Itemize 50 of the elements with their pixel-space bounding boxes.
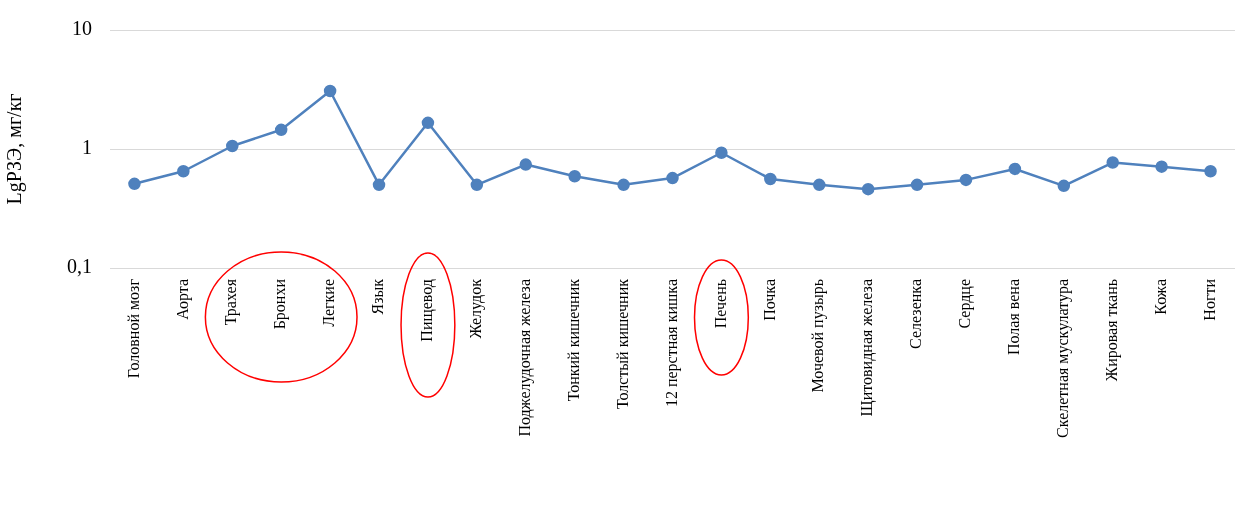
x-tick-label: Пищевод [418,279,437,342]
x-tick-label: Жировая ткань [1102,279,1121,382]
point [128,177,141,191]
point [1106,156,1119,169]
x-tick-label: Толстый кишечник [613,278,631,410]
y-tick-label: 10 [72,17,92,40]
point [617,178,630,192]
point [910,178,924,192]
y-axis-title: LgРЗЭ, мг/кг [3,93,27,205]
point [226,139,239,153]
x-tick-label: Легкие [320,279,338,327]
point [421,116,435,130]
point [470,178,484,192]
point [274,123,288,137]
point [666,171,679,185]
point [372,178,386,192]
x-tick-label: Селезенка [907,279,925,349]
point [861,182,875,196]
x-tick-label: Кожа [1151,279,1169,315]
point [519,158,533,171]
x-tick-label: Печень [711,279,729,329]
x-tick-label: Поджелудочная железа [515,279,534,437]
x-tick-label: Ногти [1200,278,1218,321]
point [323,84,337,98]
point [715,146,728,159]
point [1155,160,1168,173]
point [764,172,777,186]
point [1057,179,1071,193]
point [1204,165,1217,178]
x-tick-label: Язык [369,278,387,315]
x-tick-label: Головной мозг [124,278,142,379]
point [1008,162,1022,176]
y-tick-label: 1 [82,136,92,159]
x-tick-label: Трахея [222,278,241,326]
x-tick-label: Сердце [956,279,975,329]
x-tick-label: Аорта [173,279,192,320]
y-tick-label: 0,1 [67,255,92,278]
x-tick-label: Тонкий кишечник [564,278,582,402]
x-tick-label: 12 перстная кишка [662,279,681,408]
point [177,165,190,178]
x-tick-label: Почка [760,279,778,321]
x-tick-label: Полая вена [1005,279,1023,356]
x-tick-label: Мочевой пузырь [809,279,828,393]
x-tick-label: Скелетная мускулатура [1054,279,1073,438]
x-tick-label: Желудок [467,278,486,339]
x-tick-label: Щитовидная железа [858,279,877,417]
point [959,173,973,187]
x-tick-label: Бронхи [271,278,290,330]
point [568,170,581,183]
point [812,178,826,192]
